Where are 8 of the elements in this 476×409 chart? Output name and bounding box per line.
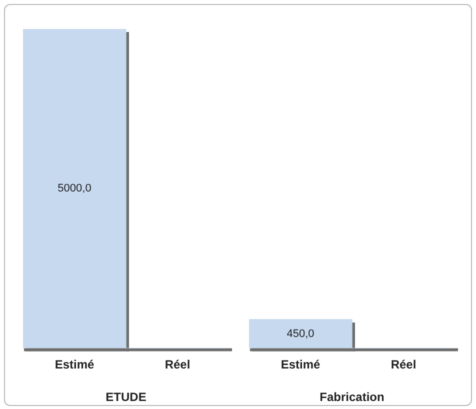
x-tick-label: Estimé <box>280 358 320 372</box>
data-label: 5000,0 <box>58 182 92 195</box>
x-axis-title: Fabrication <box>320 390 384 404</box>
x-tick-label: Estimé <box>54 358 94 372</box>
x-tick-label: Réel <box>390 358 416 372</box>
x-axis-title: ETUDE <box>106 390 146 404</box>
data-label: 450,0 <box>286 328 314 340</box>
x-tick-label: Réel <box>164 358 190 372</box>
